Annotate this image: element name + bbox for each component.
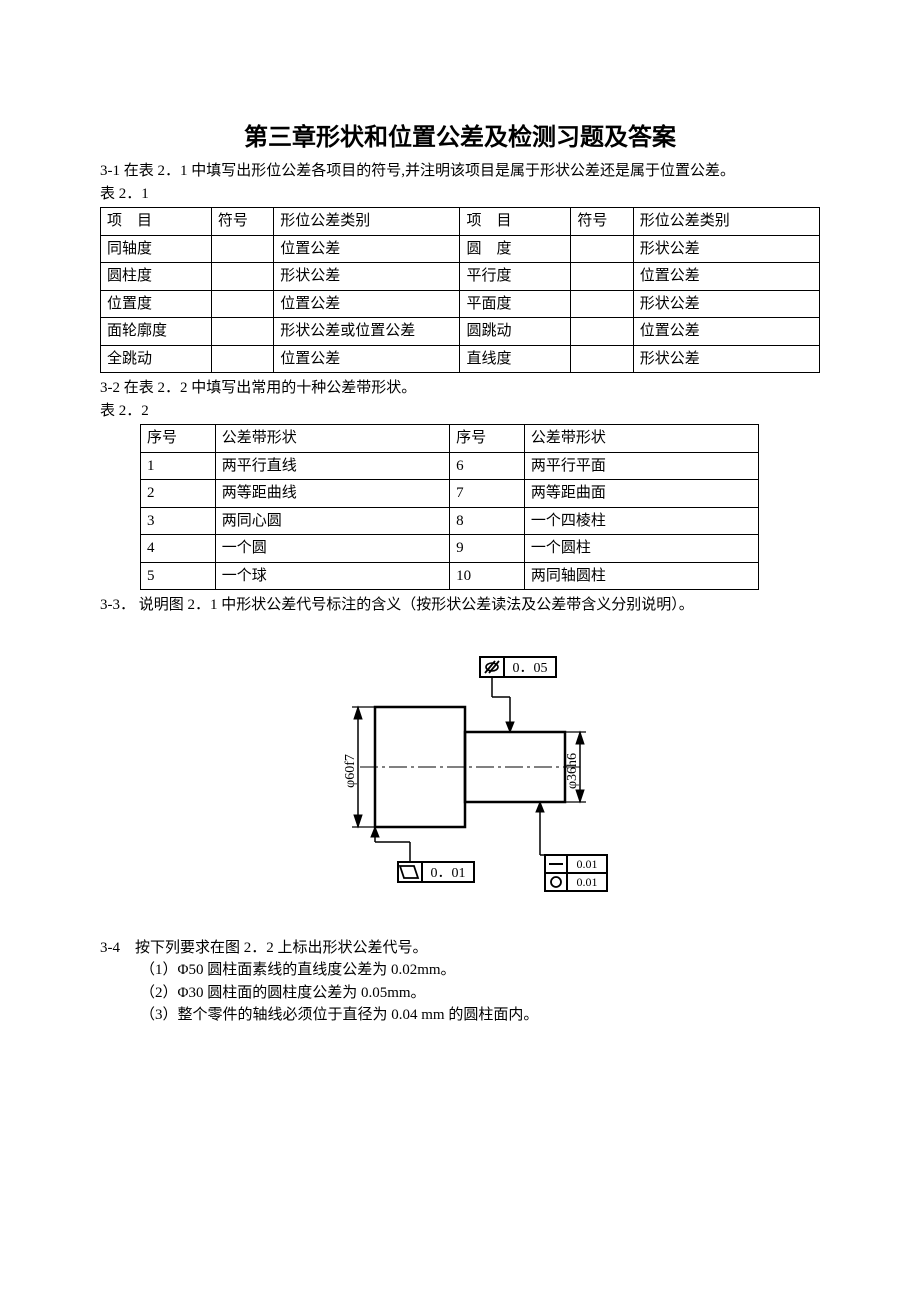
t2-cell: 一个球 [215,562,449,590]
t1-cell [571,235,633,263]
question-3-2: 3-2 在表 2．2 中填写出常用的十种公差带形状。 [100,377,820,400]
dim-left-text: φ60f7 [343,754,358,788]
t1-cell: 同轴度 [101,235,212,263]
t1-cell [211,318,273,346]
page-title: 第三章形状和位置公差及检测习题及答案 [100,120,820,156]
t2-cell: 4 [141,535,216,563]
t1-cell: 圆跳动 [460,318,571,346]
t2-cell: 两等距曲线 [215,480,449,508]
t1-cell: 形状公差 [633,235,819,263]
t1-cell: 全跳动 [101,345,212,373]
t1-cell: 平面度 [460,290,571,318]
t2-cell: 8 [450,507,525,535]
t1-h1: 项 目 [101,208,212,236]
t1-h3: 形位公差类别 [274,208,460,236]
frame-br1-value: 0.01 [577,857,598,871]
t2-cell: 5 [141,562,216,590]
t1-cell: 位置公差 [633,263,819,291]
question-3-4: 3-4 按下列要求在图 2．2 上标出形状公差代号。 [100,937,820,960]
t1-cell: 形状公差 [633,345,819,373]
t2-cell: 10 [450,562,525,590]
req-3: （3）整个零件的轴线必须位于直径为 0.04 mm 的圆柱面内。 [140,1004,820,1027]
t1-cell: 圆柱度 [101,263,212,291]
t1-cell: 面轮廓度 [101,318,212,346]
t2-cell: 两同轴圆柱 [524,562,758,590]
t2-cell: 9 [450,535,525,563]
t1-h2: 符号 [211,208,273,236]
frame-top-value: 0．05 [513,661,548,676]
t2-cell: 一个圆 [215,535,449,563]
t1-cell: 位置度 [101,290,212,318]
t2-cell: 1 [141,452,216,480]
t2-cell: 一个四棱柱 [524,507,758,535]
t2-cell: 2 [141,480,216,508]
t1-cell: 位置公差 [274,235,460,263]
t1-cell: 形状公差 [274,263,460,291]
req-1: （1）Φ50 圆柱面素线的直线度公差为 0.02mm。 [140,959,820,982]
frame-br2-value: 0.01 [577,875,598,889]
t1-cell: 圆 度 [460,235,571,263]
t1-cell [211,290,273,318]
t2-h1: 序号 [141,425,216,453]
t1-cell [571,345,633,373]
t2-cell: 一个圆柱 [524,535,758,563]
question-3-1: 3-1 在表 2．1 中填写出形位公差各项目的符号,并注明该项目是属于形状公差还… [100,160,820,183]
t1-cell [211,263,273,291]
t1-cell: 形状公差 [633,290,819,318]
t1-cell: 位置公差 [633,318,819,346]
t2-h3: 序号 [450,425,525,453]
table-2-1: 项 目 符号 形位公差类别 项 目 符号 形位公差类别 同轴度位置公差 圆 度形… [100,207,820,373]
question-3-3: 3-3． 说明图 2．1 中形状公差代号标注的含义（按形状公差读法及公差带含义分… [100,594,820,617]
t1-cell: 形状公差或位置公差 [274,318,460,346]
t1-cell: 位置公差 [274,345,460,373]
table-2-1-label: 表 2．1 [100,183,820,206]
t1-h5: 符号 [571,208,633,236]
req-2: （2）Φ30 圆柱面的圆柱度公差为 0.05mm。 [140,982,820,1005]
t2-cell: 两平行平面 [524,452,758,480]
t1-cell: 平行度 [460,263,571,291]
dim-right-text: φ36h6 [565,752,580,788]
t1-h4: 项 目 [460,208,571,236]
t2-h4: 公差带形状 [524,425,758,453]
t1-cell [571,290,633,318]
t2-cell: 两平行直线 [215,452,449,480]
table-2-2: 序号 公差带形状 序号 公差带形状 1两平行直线6两平行平面 2两等距曲线7两等… [140,424,759,590]
t1-cell [211,235,273,263]
figure-2-1: φ60f7 φ36h6 0．05 0．01 0.01 0.01 [100,637,820,907]
t1-cell [571,263,633,291]
t2-cell: 两同心圆 [215,507,449,535]
t2-cell: 3 [141,507,216,535]
t2-cell: 6 [450,452,525,480]
table-2-2-label: 表 2．2 [100,400,820,423]
t1-h6: 形位公差类别 [633,208,819,236]
t1-cell [211,345,273,373]
t1-cell [571,318,633,346]
t1-cell: 位置公差 [274,290,460,318]
t1-cell: 直线度 [460,345,571,373]
frame-bl-value: 0．01 [431,866,466,881]
t2-cell: 7 [450,480,525,508]
t2-h2: 公差带形状 [215,425,449,453]
t2-cell: 两等距曲面 [524,480,758,508]
